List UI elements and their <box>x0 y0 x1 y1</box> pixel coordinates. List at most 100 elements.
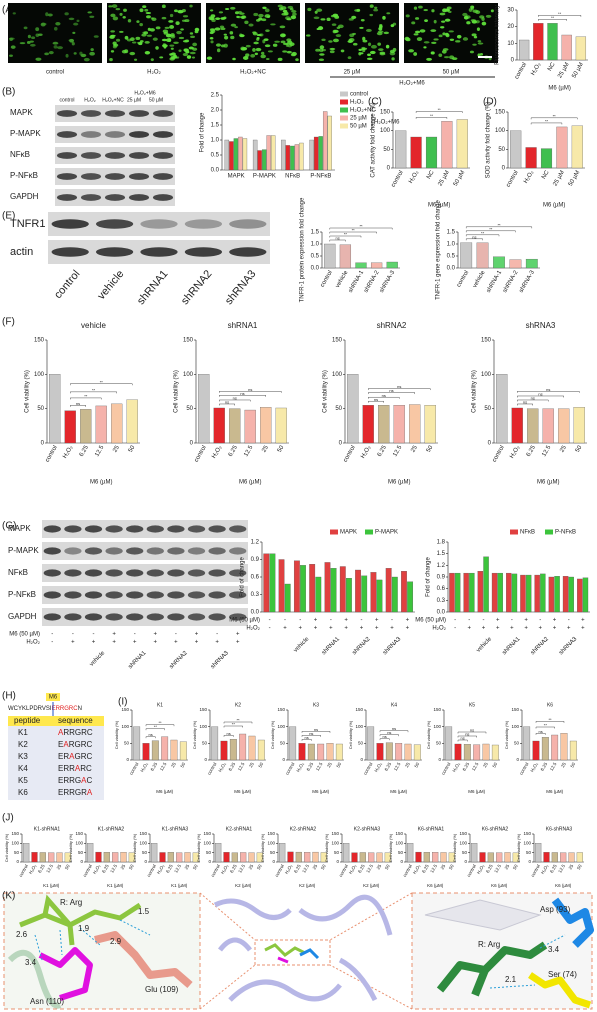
bracket <box>466 234 500 237</box>
bar <box>449 572 455 613</box>
x-tick-label: 6.25 <box>165 863 174 874</box>
chart-title: K6-shRNA2 <box>482 826 509 832</box>
bracket <box>368 388 431 391</box>
condition-sign: - <box>72 632 74 638</box>
bracket-label: ** <box>551 15 555 20</box>
y-axis-label: Cell viability (%) <box>270 720 275 749</box>
chart-title: K3 <box>313 702 319 708</box>
x-tick-label: 6.25 <box>228 444 239 458</box>
band <box>146 525 164 533</box>
cell <box>260 51 265 55</box>
bar <box>540 148 553 169</box>
bar <box>161 736 169 761</box>
x-tick-label: control <box>338 864 349 878</box>
cell <box>240 15 247 19</box>
y-tick-label: 0.3 <box>251 592 260 598</box>
band <box>128 110 150 117</box>
y-axis-label: Fold of change <box>200 112 206 152</box>
y-tick-label: 0.9 <box>251 557 260 563</box>
bar <box>299 142 304 171</box>
x-tick-label: control <box>506 170 520 189</box>
band <box>152 131 174 138</box>
bar <box>128 852 135 863</box>
cell <box>449 38 455 41</box>
cell <box>272 43 278 47</box>
cell <box>419 29 426 33</box>
cell <box>40 22 46 27</box>
x-tick-label: 25 <box>376 863 383 870</box>
y-axis-label: SOD activity fold change (%) <box>486 102 492 179</box>
zoom-line <box>329 964 413 1010</box>
bracket <box>415 111 463 113</box>
x-tick-label: 25 µM <box>437 170 451 188</box>
cell <box>109 57 113 62</box>
y-tick-label: 1.0 <box>311 242 320 248</box>
cell <box>256 19 261 22</box>
bar <box>330 568 337 613</box>
cell <box>161 38 168 42</box>
cell <box>182 52 188 57</box>
structure-label: 1.9 <box>78 924 90 933</box>
group-caption: H₂O₂+M6 <box>399 81 425 87</box>
band <box>64 547 82 555</box>
cell <box>223 43 228 48</box>
cell <box>168 20 174 23</box>
x-tick-label: control <box>343 445 357 464</box>
bracket-label: ns <box>240 391 244 396</box>
bar <box>469 572 475 613</box>
y-axis-label: Cell viability (%) <box>426 720 431 749</box>
band <box>84 591 103 599</box>
cell <box>182 15 189 18</box>
band <box>95 219 134 229</box>
cell <box>383 31 389 35</box>
bar <box>448 852 455 863</box>
y-tick-label: 150 <box>495 110 506 116</box>
bar <box>376 852 383 863</box>
panel-letter: (G) <box>2 521 16 532</box>
cell <box>479 15 485 19</box>
cell <box>440 26 445 29</box>
bracket <box>145 736 156 739</box>
y-axis-label: TNFR-1 gene expression fold change <box>436 199 442 299</box>
y-tick-label: 100 <box>481 372 492 378</box>
band <box>64 569 82 577</box>
cell <box>73 52 77 55</box>
y-axis-label: Cell viability (%) <box>132 833 137 862</box>
bar <box>573 407 585 444</box>
tag-bg <box>46 693 60 701</box>
bar <box>525 574 532 613</box>
x-tick-label: H₂O₂ <box>211 444 223 459</box>
cell <box>135 36 141 41</box>
cell <box>462 37 469 41</box>
lane-label: H₂O₂ <box>84 97 95 103</box>
sequence-part: C <box>86 776 92 785</box>
bar <box>111 403 123 444</box>
bar <box>509 259 522 269</box>
cell <box>47 13 53 17</box>
legend-label: P-MAPK <box>375 530 398 536</box>
cell <box>448 30 454 33</box>
bar <box>568 852 575 863</box>
cell <box>329 50 335 54</box>
x-tick-label: 12.5 <box>243 444 254 458</box>
y-tick-label: 100 <box>380 128 391 134</box>
x-tick-label: 6.25 <box>357 863 366 874</box>
cell <box>261 18 267 22</box>
cell <box>280 6 287 10</box>
y-tick-label: 1.2 <box>437 563 446 569</box>
bar <box>260 407 272 444</box>
cell <box>45 12 49 17</box>
band <box>80 194 102 201</box>
cell <box>139 8 144 13</box>
cell <box>192 42 198 47</box>
bar <box>339 244 352 269</box>
x-tick-label: 50 <box>128 444 137 453</box>
bar <box>295 851 302 863</box>
chart-title: K2-shRNA3 <box>354 826 381 832</box>
x-tick-label: 12.5 <box>557 863 566 874</box>
scale-bar <box>478 56 492 58</box>
bar <box>229 141 234 171</box>
cell <box>155 46 159 50</box>
sequence-part: ERRG <box>58 776 81 785</box>
cell <box>255 47 262 52</box>
